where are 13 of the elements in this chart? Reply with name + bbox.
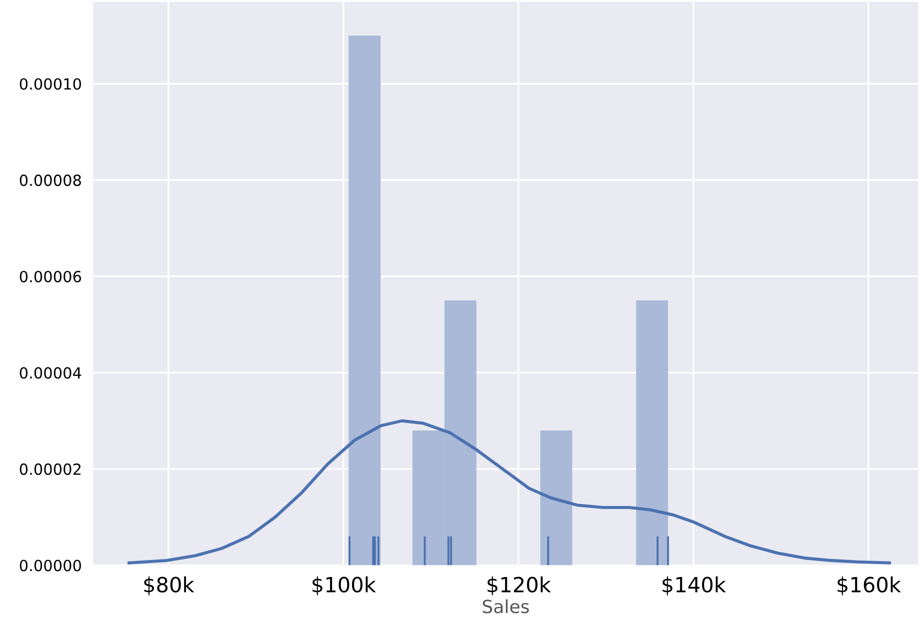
y-tick-label: 0.00002 [20, 463, 80, 475]
x-tick-label: $80k [144, 576, 194, 596]
y-tick-label: 0.00010 [20, 78, 81, 90]
x-tick-label: $100k [312, 576, 376, 596]
y-tick-label: 0.00000 [20, 560, 81, 572]
x-tick-label: $160k [838, 576, 901, 596]
y-tick-label: 0.00008 [20, 174, 81, 186]
x-tick-label: $120k [488, 576, 551, 596]
line-series [127, 419, 891, 564]
x-axis-title: Sales [482, 599, 529, 614]
x-tick-label: $140k [662, 576, 726, 596]
y-tick-label: 0.00006 [20, 270, 82, 282]
y-tick-label: 0.00004 [20, 367, 82, 379]
